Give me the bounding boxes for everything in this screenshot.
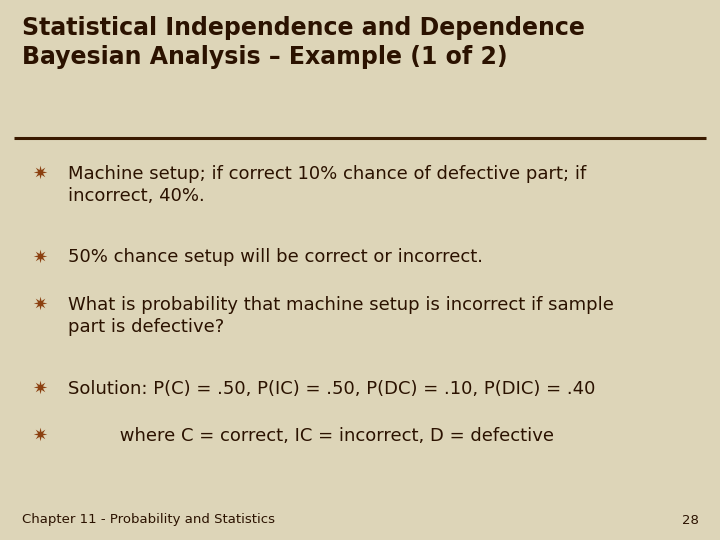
Text: Machine setup; if correct 10% chance of defective part; if
incorrect, 40%.: Machine setup; if correct 10% chance of …	[68, 165, 587, 205]
Text: ✷: ✷	[32, 380, 48, 397]
Text: Chapter 11 - Probability and Statistics: Chapter 11 - Probability and Statistics	[22, 514, 274, 526]
Text: ✷: ✷	[32, 427, 48, 445]
Text: 50% chance setup will be correct or incorrect.: 50% chance setup will be correct or inco…	[68, 248, 483, 266]
Text: where C = correct, IC = incorrect, D = defective: where C = correct, IC = incorrect, D = d…	[68, 427, 554, 445]
Text: 28: 28	[682, 514, 698, 526]
Text: ✷: ✷	[32, 165, 48, 183]
Text: Solution: P(C) = .50, P(IC) = .50, P(DC) = .10, P(DIC) = .40: Solution: P(C) = .50, P(IC) = .50, P(DC)…	[68, 380, 595, 397]
Text: Statistical Independence and Dependence
Bayesian Analysis – Example (1 of 2): Statistical Independence and Dependence …	[22, 16, 585, 69]
Text: ✷: ✷	[32, 296, 48, 314]
Text: What is probability that machine setup is incorrect if sample
part is defective?: What is probability that machine setup i…	[68, 296, 614, 336]
Text: ✷: ✷	[32, 248, 48, 266]
